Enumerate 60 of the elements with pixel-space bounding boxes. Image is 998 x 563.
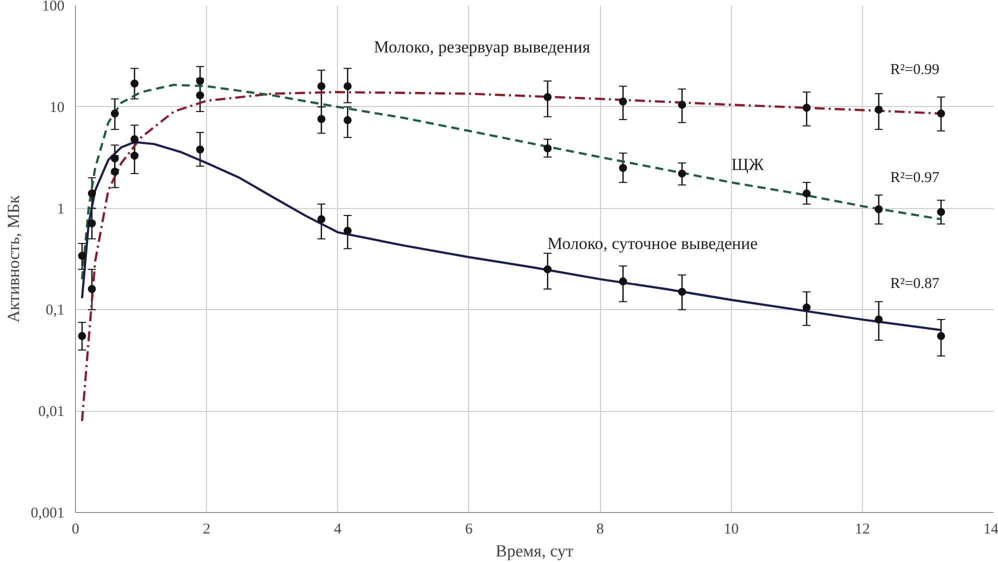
x-tick-label: 12 [854, 522, 870, 538]
point [544, 144, 552, 152]
point [802, 104, 811, 112]
x-tick-label: 14 [984, 522, 998, 538]
point [130, 135, 139, 144]
point [678, 170, 686, 178]
point [130, 152, 139, 160]
annotation: R²=0.99 [890, 62, 940, 78]
point [110, 110, 119, 118]
x-tick-label: 4 [334, 522, 342, 538]
point [544, 265, 552, 274]
point [678, 288, 686, 296]
point [802, 189, 811, 198]
point [937, 110, 946, 118]
x-tick-label: 6 [465, 522, 474, 538]
series-label: ЩЖ [731, 155, 765, 174]
point [88, 219, 96, 228]
point [802, 304, 811, 312]
text: Молоко, резервуар выведения [374, 37, 590, 56]
y-tick-label: 0,01 [38, 404, 64, 420]
y-tick-label: 0,1 [46, 302, 64, 319]
point [196, 146, 204, 154]
annotation: R²=0.87 [890, 276, 940, 292]
point [317, 215, 326, 224]
point [88, 189, 96, 198]
point [317, 82, 326, 90]
point [544, 93, 552, 102]
y-tick-label: 0,001 [30, 506, 64, 522]
point [344, 226, 352, 235]
series-label: Молоко, суточное выведение [547, 234, 758, 253]
point [196, 91, 204, 100]
x-tick-label: 0 [72, 522, 80, 538]
point [130, 80, 139, 88]
x-tick-label: 2 [202, 522, 210, 538]
y-tick-label: 10 [50, 100, 64, 116]
point [344, 82, 352, 90]
y-tick-label: 1 [57, 201, 64, 218]
x-axis-title: Время, сут [496, 542, 574, 560]
point [678, 100, 686, 109]
x-tick-label: 10 [724, 522, 739, 538]
y-axis-title: Активность, МБк [4, 194, 23, 323]
point [344, 116, 352, 124]
x-tick-label: 8 [596, 522, 604, 538]
point [874, 106, 883, 114]
point [88, 285, 96, 293]
point [619, 98, 628, 106]
point [619, 164, 628, 172]
annotation: R²=0.97 [890, 170, 940, 186]
point [874, 316, 883, 324]
point [619, 277, 628, 286]
point [110, 168, 119, 176]
point [937, 208, 946, 216]
point [78, 252, 86, 260]
point [78, 332, 86, 340]
point [317, 114, 326, 123]
point [874, 205, 883, 214]
point [937, 332, 946, 340]
point [110, 154, 119, 162]
y-tick-label: 100 [42, 0, 64, 14]
point [196, 77, 204, 86]
